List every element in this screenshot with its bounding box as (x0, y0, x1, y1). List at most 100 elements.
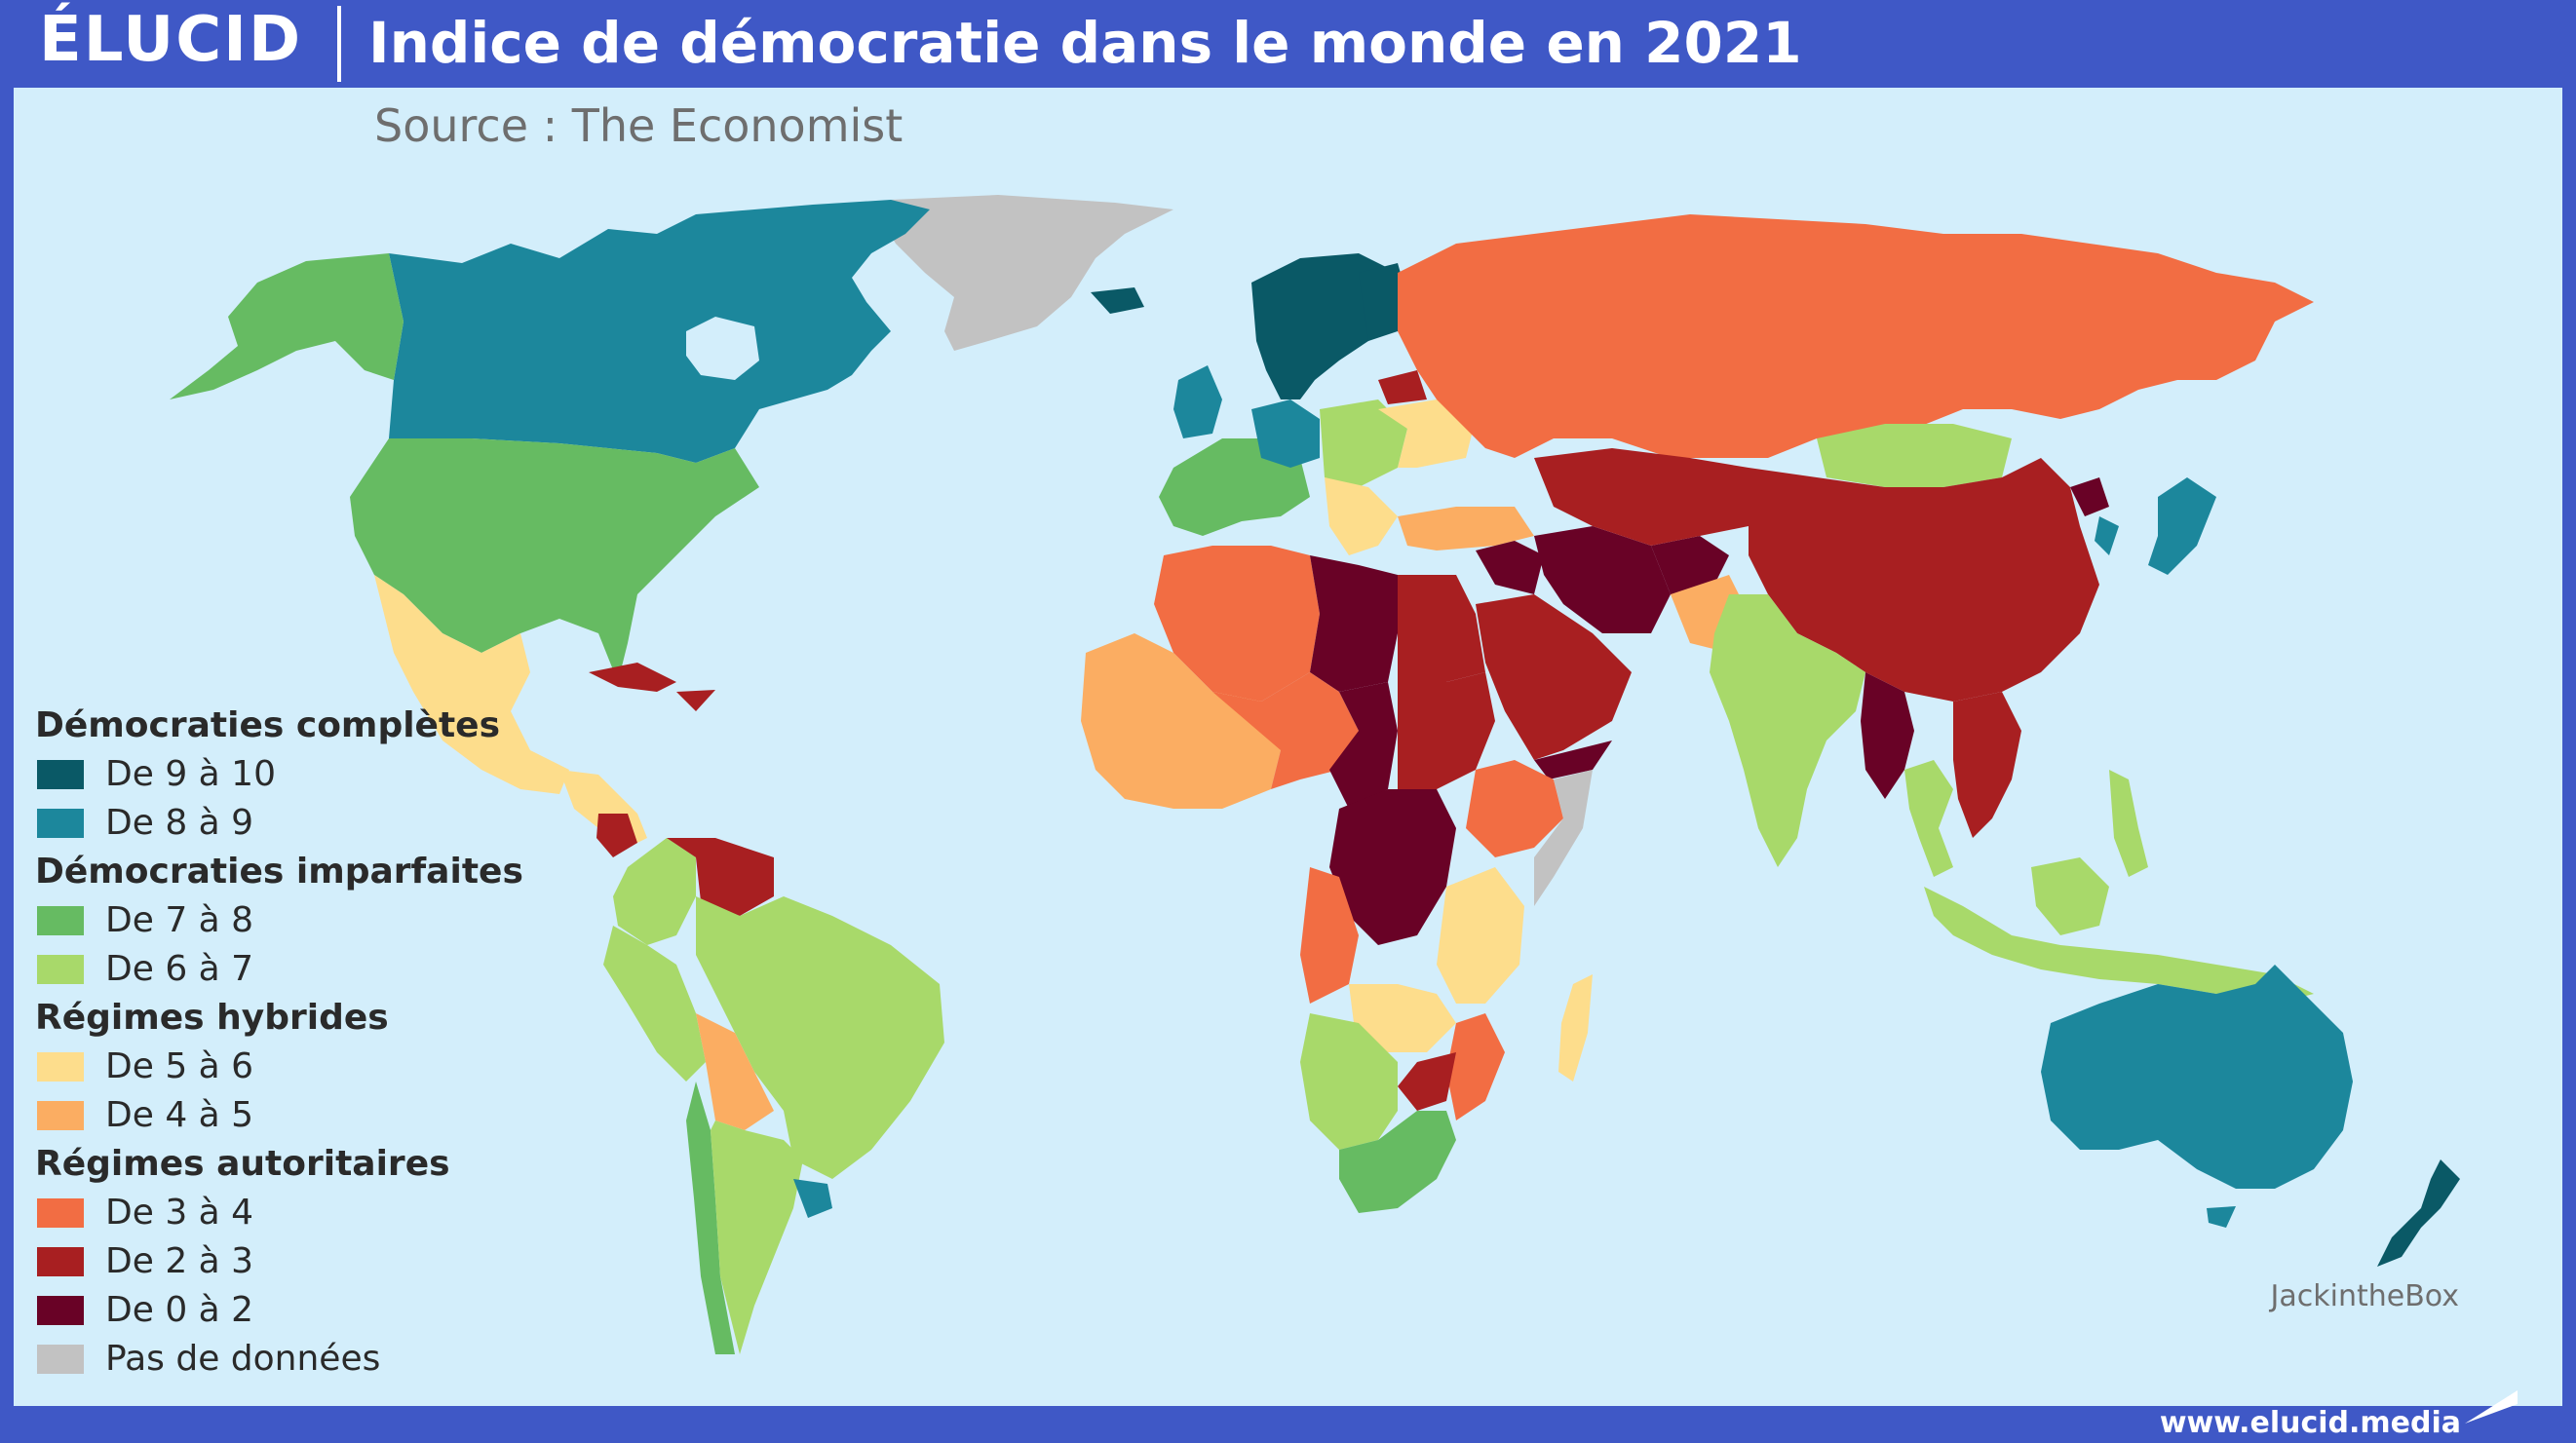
region-borneo (2031, 857, 2109, 935)
legend-item-9-10: De 9 à 10 (35, 750, 523, 799)
region-finland (1359, 263, 1407, 341)
legend-swatch-9-10 (37, 760, 84, 789)
region-sudan (1398, 672, 1495, 789)
region-hispaniola (676, 690, 715, 711)
region-afghanistan (1651, 536, 1729, 594)
region-myanmar (1861, 672, 1914, 799)
legend-item-5-6: De 5 à 6 (35, 1043, 523, 1091)
region-ethiopia (1466, 760, 1563, 857)
region-peru (603, 926, 706, 1082)
region-egypt (1398, 575, 1485, 682)
region-australia (2041, 965, 2353, 1189)
region-namibia-botswana (1300, 1013, 1398, 1150)
region-mexico (374, 575, 569, 794)
region-uruguay (793, 1179, 832, 1218)
source-note: Source : The Economist (374, 99, 904, 152)
region-ukraine (1378, 399, 1476, 468)
legend-item-no-data: Pas de données (35, 1335, 523, 1384)
region-angola-zambia (1349, 984, 1456, 1052)
legend-swatch-8-9 (37, 809, 84, 838)
legend-swatch-3-4 (37, 1198, 84, 1228)
region-greenland (881, 195, 1173, 351)
region-turkey (1398, 507, 1534, 551)
legend-label-4-5: De 4 à 5 (105, 1095, 254, 1135)
region-nicaragua (596, 814, 637, 857)
region-west-africa (1081, 633, 1281, 809)
legend-swatch-0-2 (37, 1296, 84, 1325)
elucid-logo[interactable]: ÉLUCID (39, 4, 303, 76)
region-central-africa (1329, 789, 1456, 945)
region-uk-ireland (1173, 365, 1222, 438)
region-canada-hudson (686, 317, 759, 380)
legend-item-4-5: De 4 à 5 (35, 1091, 523, 1140)
legend-group-flawed-democracies: Démocraties imparfaites (35, 852, 523, 892)
legend-label-9-10: De 9 à 10 (105, 754, 276, 794)
legend-swatch-7-8 (37, 906, 84, 935)
region-indonesia (1924, 887, 2314, 1004)
legend-swatch-5-6 (37, 1052, 84, 1082)
legend-label-3-4: De 3 à 4 (105, 1193, 254, 1233)
region-north-korea (2070, 477, 2109, 516)
region-mozambique (1446, 1013, 1505, 1120)
legend-item-2-3: De 2 à 3 (35, 1237, 523, 1286)
legend-item-6-7: De 6 à 7 (35, 945, 523, 994)
region-central-asia (1534, 448, 1768, 546)
legend-label-5-6: De 5 à 6 (105, 1046, 254, 1086)
region-india (1710, 594, 1865, 867)
region-iceland (1091, 287, 1144, 314)
region-cuba (589, 663, 676, 692)
region-somalia (1534, 770, 1593, 906)
legend-item-0-2: De 0 à 2 (35, 1286, 523, 1335)
legend-swatch-no-data (37, 1345, 84, 1374)
legend-swatch-2-3 (37, 1247, 84, 1276)
region-russia (1398, 214, 2314, 458)
region-brazil (696, 896, 944, 1179)
region-west-europe (1159, 438, 1310, 536)
legend-item-7-8: De 7 à 8 (35, 896, 523, 945)
region-argentina (711, 1120, 803, 1354)
legend-label-7-8: De 7 à 8 (105, 900, 254, 940)
region-canada (389, 200, 930, 463)
legend-label-no-data: Pas de données (105, 1339, 381, 1379)
legend-item-3-4: De 3 à 4 (35, 1189, 523, 1237)
region-china (1749, 458, 2099, 702)
legend-group-full-democracies: Démocraties complètes (35, 705, 501, 745)
region-vietnam-laos (1953, 692, 2021, 838)
region-chile (686, 1082, 735, 1354)
legend-group-hybrid-regimes: Régimes hybrides (35, 998, 389, 1038)
region-kenya-tanzania (1437, 867, 1524, 1004)
header-bar: ÉLUCID Indice de démocratie dans le mond… (0, 0, 2576, 88)
legend-swatch-4-5 (37, 1101, 84, 1130)
legend-group-authoritarian-regimes: Régimes autoritaires (35, 1144, 450, 1184)
region-saudi (1476, 594, 1632, 760)
region-south-africa (1339, 1111, 1456, 1213)
region-mongolia (1817, 424, 2012, 487)
region-germany-nordics (1251, 399, 1320, 468)
region-morocco-algeria (1154, 546, 1320, 702)
region-sahel (1212, 672, 1359, 789)
legend-label-8-9: De 8 à 9 (105, 803, 254, 843)
region-drc-south (1300, 867, 1359, 1004)
author-credit: JackintheBox (2270, 1279, 2459, 1313)
region-central-europe (1320, 399, 1407, 487)
legend-label-6-7: De 6 à 7 (105, 949, 254, 989)
region-venezuela (667, 838, 774, 916)
region-zimbabwe (1398, 1052, 1456, 1111)
website-link[interactable]: www.elucid.media (2159, 1406, 2461, 1440)
region-syria-iraq (1476, 541, 1544, 594)
legend-label-2-3: De 2 à 3 (105, 1241, 254, 1281)
world-map (170, 195, 2460, 1354)
region-new-zealand (2377, 1159, 2460, 1267)
region-thailand (1904, 760, 1953, 877)
arrow-icon (2465, 1390, 2518, 1424)
region-tasmania (2207, 1206, 2236, 1228)
legend-swatch-6-7 (37, 955, 84, 984)
map-frame: Source : The Economist Démocraties compl… (14, 88, 2562, 1406)
map-title: Indice de démocratie dans le monde en 20… (368, 10, 1802, 76)
region-alaska (170, 253, 404, 399)
legend-label-0-2: De 0 à 2 (105, 1290, 254, 1330)
region-madagascar (1558, 974, 1593, 1082)
region-south-korea-japan (2095, 477, 2216, 575)
region-colombia (613, 838, 696, 945)
region-chad (1329, 682, 1398, 809)
